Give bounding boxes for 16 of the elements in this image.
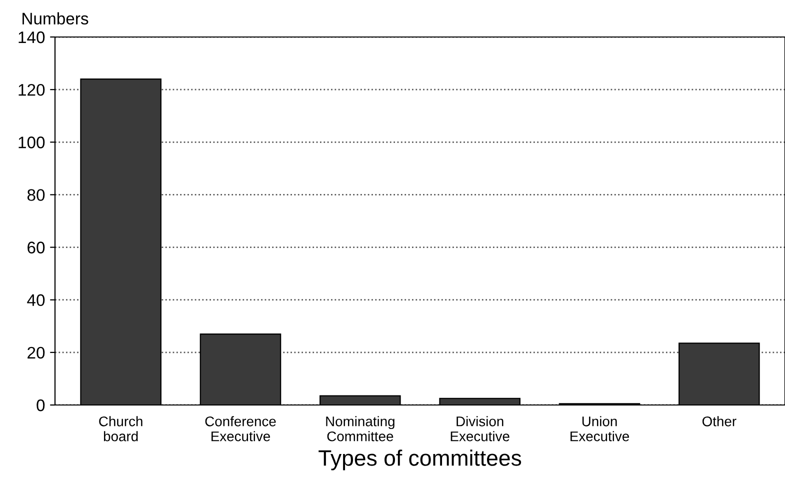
x-tick-label: Union Executive (570, 416, 629, 442)
y-tick-label: 0 (36, 399, 45, 412)
y-tick-label: 80 (27, 189, 45, 201)
y-tick-label: 60 (28, 242, 45, 254)
x-tick-label: Conference Executive (205, 416, 276, 442)
y-tick-label: 140 (18, 31, 45, 44)
y-axis-title: Numbers (22, 12, 88, 25)
y-tick-label: 40 (27, 294, 45, 306)
y-tick-label: 120 (18, 84, 45, 96)
x-tick-label: Nominating Committee (326, 416, 394, 442)
x-axis-title: Types of committees (318, 450, 522, 470)
x-tick-label: Division Executive (450, 416, 510, 442)
y-tick-label: 100 (18, 136, 45, 148)
x-tick-label: Other (702, 416, 736, 426)
x-tick-label: Church board (99, 416, 142, 442)
y-tick-label: 20 (28, 346, 45, 359)
